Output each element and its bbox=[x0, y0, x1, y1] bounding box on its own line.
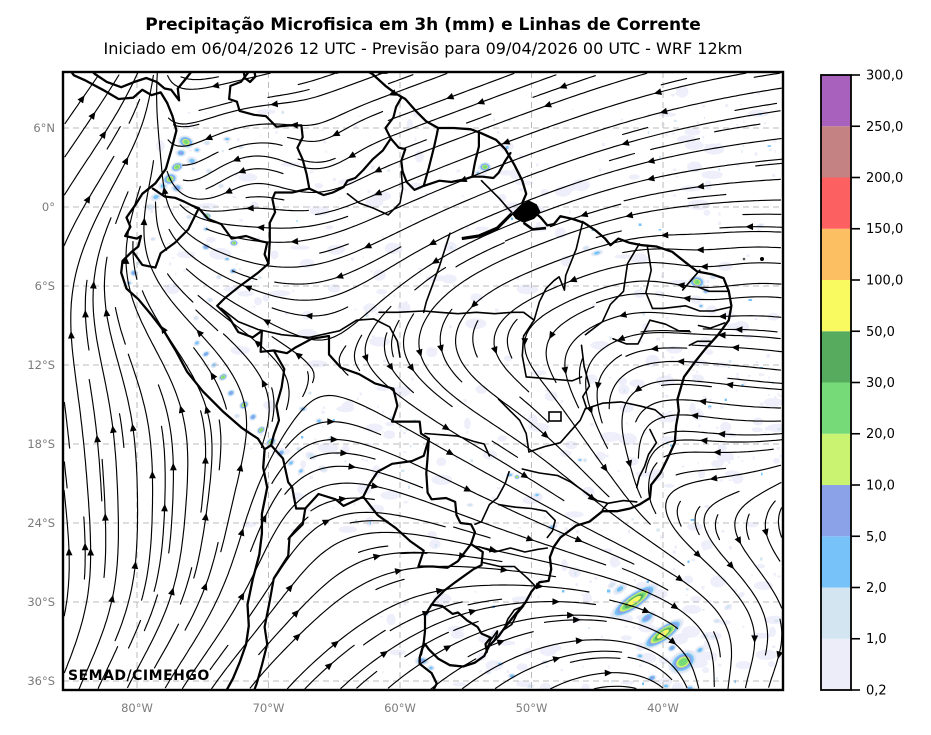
colorbar-tick-label: 20,0 bbox=[866, 427, 895, 442]
colorbar-tick-label: 200,0 bbox=[866, 171, 903, 186]
colorbar-tick-label: 0,2 bbox=[866, 684, 887, 699]
lat-tick-label: 36°S bbox=[27, 674, 55, 688]
coastline-borders-layer bbox=[69, 72, 764, 690]
chart-title: Precipitação Microfisica em 3h (mm) e Li… bbox=[145, 15, 701, 35]
longitude-axis: 80°W 70°W 60°W 50°W 40°W bbox=[121, 701, 679, 715]
chart-header: Precipitação Microfisica em 3h (mm) e Li… bbox=[63, 0, 783, 59]
lat-tick-label: 6°N bbox=[33, 121, 55, 135]
streamlines-layer bbox=[63, 72, 783, 690]
colorbar-tick-label: 250,0 bbox=[866, 120, 903, 135]
colorbar bbox=[820, 74, 860, 691]
colorbar-tick-label: 1,0 bbox=[866, 632, 887, 647]
colorbar-tick-label: 2,0 bbox=[866, 581, 887, 596]
lon-tick-label: 60°W bbox=[384, 701, 416, 715]
colorbar-tick-label: 5,0 bbox=[866, 530, 887, 545]
colorbar-tick-label: 100,0 bbox=[866, 274, 903, 289]
lon-tick-label: 70°W bbox=[253, 701, 285, 715]
lat-tick-label: 12°S bbox=[27, 358, 55, 372]
colorbar-tick-label: 10,0 bbox=[866, 479, 895, 494]
lat-tick-label: 18°S bbox=[27, 437, 55, 451]
chart-subtitle: Iniciado em 06/04/2026 12 UTC - Previsão… bbox=[103, 39, 743, 58]
colorbar-tick-label: 30,0 bbox=[866, 376, 895, 391]
lon-tick-label: 40°W bbox=[647, 701, 679, 715]
lat-tick-label: 6°S bbox=[35, 279, 55, 293]
lon-tick-label: 80°W bbox=[121, 701, 153, 715]
lat-tick-label: 0° bbox=[42, 200, 55, 214]
colorbar-axis: 0,2 1,0 2,0 5,0 10,0 20,0 30,0 50,0 100,… bbox=[866, 69, 903, 699]
colorbar-tick-label: 50,0 bbox=[866, 325, 895, 340]
map-frame bbox=[61, 70, 785, 692]
lat-tick-label: 24°S bbox=[27, 516, 55, 530]
watermark-label: SEMAD/CIMEHGO bbox=[68, 668, 210, 684]
colorbar-tick-label: 150,0 bbox=[866, 222, 903, 237]
latitude-axis: 6°N 0° 6°S 12°S 18°S 24°S 30°S 36°S bbox=[27, 121, 55, 688]
lat-tick-label: 30°S bbox=[27, 595, 55, 609]
colorbar-tick-label: 300,0 bbox=[866, 69, 903, 84]
lon-tick-label: 50°W bbox=[516, 701, 548, 715]
